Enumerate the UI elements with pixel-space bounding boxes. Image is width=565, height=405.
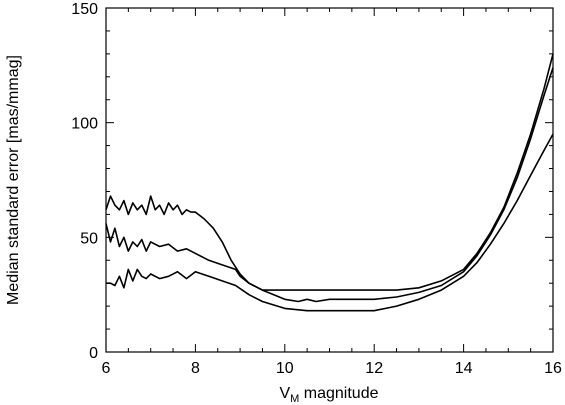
series-layer bbox=[105, 53, 554, 312]
series-line-1 bbox=[105, 53, 554, 291]
y-tick-label: 0 bbox=[89, 345, 98, 362]
x-tick-label: 12 bbox=[365, 360, 383, 377]
y-axis-label: Median standard error [mas/mmag] bbox=[5, 55, 22, 305]
x-axis-label: VM magnitude bbox=[279, 385, 378, 405]
y-tick-label: 50 bbox=[80, 230, 98, 247]
y-tick-label: 100 bbox=[71, 116, 98, 133]
ticks-layer: 6 8 10 12 14 16 0 50 100 150 bbox=[71, 1, 562, 377]
x-tick-label: 8 bbox=[191, 360, 200, 377]
series-line-3 bbox=[106, 133, 554, 312]
x-tick-label: 10 bbox=[276, 360, 294, 377]
x-tick-label: 6 bbox=[102, 360, 111, 377]
x-tick-label: 16 bbox=[544, 360, 562, 377]
plot-frame bbox=[105, 7, 554, 353]
y-tick-label: 150 bbox=[71, 1, 98, 18]
series-line-2 bbox=[105, 67, 554, 303]
x-tick-label: 14 bbox=[455, 360, 473, 377]
